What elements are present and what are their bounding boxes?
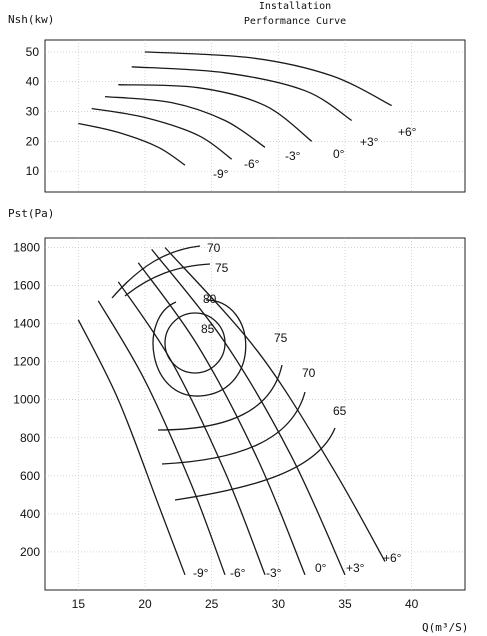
- efficiency-label: 80: [203, 292, 217, 306]
- efficiency-label: 75: [274, 331, 288, 345]
- bottom-y-axis-label: Pst(Pa): [8, 207, 54, 220]
- pressure-curve-line: [164, 247, 386, 562]
- efficiency-label: 85: [201, 322, 215, 336]
- curve-label: -6°: [244, 157, 260, 171]
- pressure-curve-line: [77, 319, 186, 576]
- curve-label: -3°: [285, 149, 301, 163]
- y-tick-label: 600: [20, 469, 40, 483]
- curve-label: +6°: [398, 125, 417, 139]
- pressure-curve-line: [97, 300, 226, 576]
- curve-label: +3°: [346, 561, 365, 575]
- curve-label: -6°: [230, 566, 246, 580]
- x-tick-label: 30: [272, 597, 286, 611]
- top-plot-frame: [44, 39, 466, 193]
- y-tick-label: 1000: [13, 393, 40, 407]
- y-tick-label: 30: [26, 105, 40, 119]
- power-curve-line: [104, 95, 266, 148]
- x-tick-label: 15: [72, 597, 86, 611]
- efficiency-label: 75: [215, 261, 229, 275]
- curve-label: 0°: [315, 561, 327, 575]
- chart-title-line2: Performance Curve: [244, 16, 346, 27]
- x-axis-label: Q(m³/S): [422, 621, 468, 634]
- y-tick-label: 1400: [13, 317, 40, 331]
- pressure-curve-line: [137, 262, 306, 576]
- curve-label: -3°: [266, 566, 282, 580]
- efficiency-contour-70-upper: [111, 245, 201, 299]
- bottom-plot-frame: [44, 237, 466, 591]
- curve-label: -9°: [213, 167, 229, 181]
- y-tick-label: 400: [20, 507, 40, 521]
- pressure-curves: [77, 247, 386, 576]
- y-tick-label: 10: [26, 164, 40, 178]
- power-curve-line: [91, 107, 233, 160]
- efficiency-label: 70: [302, 366, 316, 380]
- bottom-curve-labels: -9° -6° -3° 0° +3° +6°: [193, 551, 402, 580]
- y-tick-label: 50: [26, 45, 40, 59]
- y-tick-label: 40: [26, 75, 40, 89]
- efficiency-contour-80: [152, 299, 247, 397]
- efficiency-contours: [111, 245, 336, 501]
- curve-label: -9°: [193, 566, 209, 580]
- curve-label: 0°: [333, 147, 345, 161]
- y-tick-label: 800: [20, 431, 40, 445]
- y-tick-label: 1800: [13, 241, 40, 255]
- efficiency-labels: 70 75 80 85 75 70 65: [201, 241, 347, 418]
- bottom-grid: [45, 238, 465, 590]
- efficiency-contour-75-upper: [124, 263, 211, 297]
- top-grid: [45, 40, 465, 192]
- efficiency-contour-85: [164, 312, 226, 374]
- y-tick-label: 20: [26, 134, 40, 148]
- x-tick-label: 20: [138, 597, 152, 611]
- chart-title-line1: Installation: [259, 1, 331, 12]
- power-curves: [78, 51, 392, 166]
- pressure-curve-line: [151, 248, 346, 576]
- efficiency-contour-65: [174, 427, 336, 501]
- x-tick-label: 40: [405, 597, 419, 611]
- power-curve-line: [118, 84, 313, 142]
- top-y-axis-label: Nsh(kw): [8, 13, 54, 26]
- y-tick-label: 200: [20, 545, 40, 559]
- power-curve-line: [78, 122, 186, 166]
- pressure-curve-line: [117, 281, 266, 576]
- curve-label: +3°: [360, 135, 379, 149]
- x-tick-label: 35: [338, 597, 352, 611]
- efficiency-label: 70: [207, 241, 221, 255]
- efficiency-label: 65: [333, 404, 347, 418]
- efficiency-contour-70-lower: [161, 391, 306, 465]
- y-tick-label: 1600: [13, 279, 40, 293]
- x-tick-label: 25: [205, 597, 219, 611]
- y-tick-label: 1200: [13, 355, 40, 369]
- power-curve-line: [131, 66, 353, 122]
- top-axis-ticks: 10 20 30 40 50: [26, 45, 40, 178]
- bottom-axis-ticks: 200 400 600 800 1000 1200 1400 1600 1800 15 20 25 30…: [13, 241, 418, 611]
- top-curve-labels: -9° -6° -3° 0° +3° +6°: [213, 125, 417, 181]
- efficiency-contour-75-lower: [157, 364, 283, 431]
- power-curve-line: [144, 51, 392, 107]
- curve-label: +6°: [383, 551, 402, 565]
